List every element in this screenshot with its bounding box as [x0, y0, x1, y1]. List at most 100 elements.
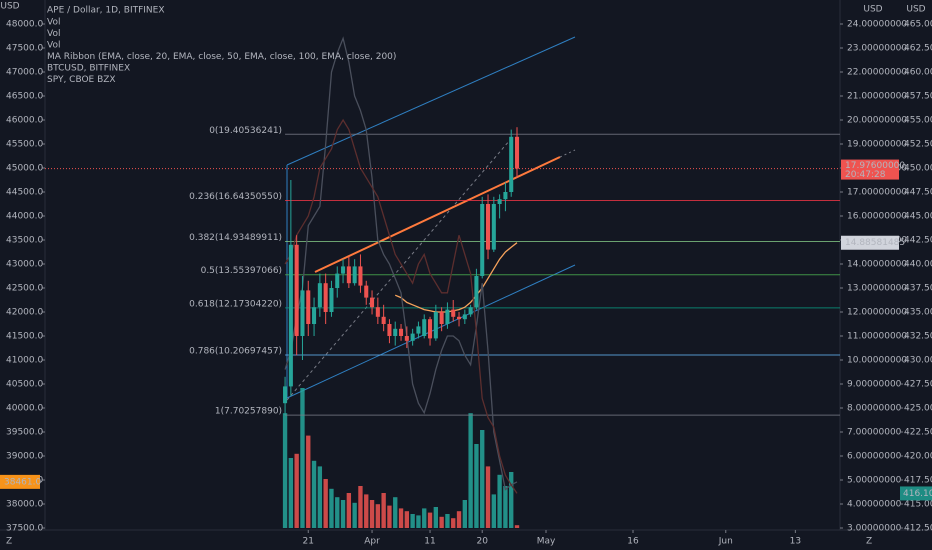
y-tick-label: 39000.0 — [6, 452, 43, 462]
y-tick-label: 415.00 — [904, 500, 932, 510]
volume-bar — [445, 514, 450, 528]
y-tick-label: 430.00 — [904, 356, 932, 366]
y-tick-label: 41000.0 — [6, 356, 43, 366]
y-tick-label: 44000.0 — [6, 212, 43, 222]
y-tick-label: 44500.0 — [6, 188, 43, 198]
volume-bar — [514, 525, 520, 528]
y-tick-label: 465.00 — [904, 20, 932, 30]
candle-body — [312, 307, 317, 324]
candle-body — [381, 316, 386, 324]
candle-body — [456, 316, 462, 320]
y-tick-label: 20.00000000 — [847, 116, 907, 126]
y-tick-label: 19.00000000 — [847, 140, 907, 150]
y-tick-label: 460.00 — [904, 68, 932, 78]
volume-bar — [369, 500, 375, 528]
y-tick-label: 48000.0 — [6, 20, 43, 30]
x-tick-label: Apr — [364, 537, 380, 547]
y-tick-label: 24.00000000 — [847, 20, 907, 30]
volume-bar — [317, 466, 323, 528]
y-tick-label: 417.50 — [904, 476, 932, 486]
zoom-icon[interactable]: Z — [866, 537, 872, 547]
trend-line — [314, 156, 561, 273]
y-tick-label: 10.00000000 — [847, 356, 907, 366]
y-tick-label: 43500.0 — [6, 236, 43, 246]
volume-bar — [451, 518, 456, 528]
candle-body — [346, 266, 351, 284]
y-tick-label: 432.50 — [904, 332, 932, 342]
volume-bar — [352, 502, 357, 528]
zoom-icon[interactable]: Z — [6, 537, 12, 547]
x-tick-label: 11 — [424, 537, 435, 547]
candle-body — [433, 312, 438, 339]
y-tick-label: 5.00000000 — [847, 476, 902, 486]
candle-body — [323, 283, 328, 312]
series-line — [284, 118, 518, 494]
candle-body — [341, 266, 346, 274]
volume-bar — [485, 466, 491, 528]
y-tick-label: 435.00 — [904, 308, 932, 318]
fib-label: 0.5(13.55397066) — [201, 266, 282, 276]
candle-body — [485, 204, 491, 250]
volume-bar — [398, 508, 404, 528]
candle-body — [509, 136, 514, 192]
axis-unit: USD — [863, 5, 882, 15]
candle-body — [306, 290, 311, 324]
y-tick-label: 17.00000000 — [847, 188, 907, 198]
volume-bar — [404, 511, 410, 528]
y-tick-label: 22.00000000 — [847, 68, 907, 78]
y-tick-label: 21.00000000 — [847, 92, 907, 102]
price-tag — [900, 486, 932, 501]
candle-body — [468, 307, 473, 315]
y-tick-label: 9.00000000 — [847, 380, 902, 390]
candle-body — [514, 136, 520, 169]
y-tick-label: 43000.0 — [6, 260, 43, 270]
candle-body — [474, 276, 479, 308]
volume-bar — [509, 472, 514, 528]
price-tag-label: 38461.0 — [4, 477, 41, 487]
y-tick-label: 412.50 — [904, 524, 932, 534]
y-tick-label: 42000.0 — [6, 308, 43, 318]
fib-label: 0.382(14.93489911) — [189, 233, 282, 243]
volume-bar — [416, 515, 421, 528]
volume-bar — [410, 514, 415, 528]
y-tick-label: 45000.0 — [6, 164, 43, 174]
y-tick-label: 38000.0 — [6, 500, 43, 510]
candle-body — [317, 283, 322, 308]
candle-body — [404, 336, 409, 341]
fib-label: 0(19.40536241) — [209, 126, 282, 136]
x-tick-label: May — [537, 537, 556, 547]
volume-bar — [503, 486, 508, 528]
volume-bar — [358, 486, 363, 528]
y-tick-label: 425.00 — [904, 404, 932, 414]
volume-bar — [329, 488, 334, 528]
x-tick-label: 20 — [476, 537, 488, 547]
legend-entry: Vol — [47, 41, 60, 51]
y-tick-label: 455.00 — [904, 116, 932, 126]
fib-label: 0.786(10.20697457) — [189, 347, 282, 357]
candle-body — [387, 324, 392, 336]
candle-body — [393, 328, 398, 336]
y-tick-label: 427.50 — [904, 380, 932, 390]
volume-bar — [427, 512, 433, 528]
y-tick-label: 445.00 — [904, 212, 932, 222]
y-tick-label: 37500.0 — [6, 524, 43, 534]
candle-body — [375, 307, 380, 317]
y-tick-label: 46000.0 — [6, 116, 43, 126]
price-tag — [0, 474, 40, 489]
y-tick-label: 39500.0 — [6, 428, 43, 438]
y-tick-label: 47500.0 — [6, 44, 43, 54]
y-tick-label: 41500.0 — [6, 332, 43, 342]
y-tick-label: 440.00 — [904, 260, 932, 270]
y-tick-label: 462.50 — [904, 44, 932, 54]
legend-entry: BTCUSD, BITFINEX — [47, 64, 130, 74]
y-tick-label: 452.50 — [904, 140, 932, 150]
candle-body — [335, 273, 340, 288]
axis-unit: USD — [906, 5, 925, 15]
volume-bar — [439, 516, 444, 528]
volume-bar — [311, 460, 317, 528]
candle-body — [480, 204, 485, 276]
volume-bar — [335, 497, 340, 528]
y-tick-label: 457.50 — [904, 92, 932, 102]
price-tag — [841, 235, 899, 250]
